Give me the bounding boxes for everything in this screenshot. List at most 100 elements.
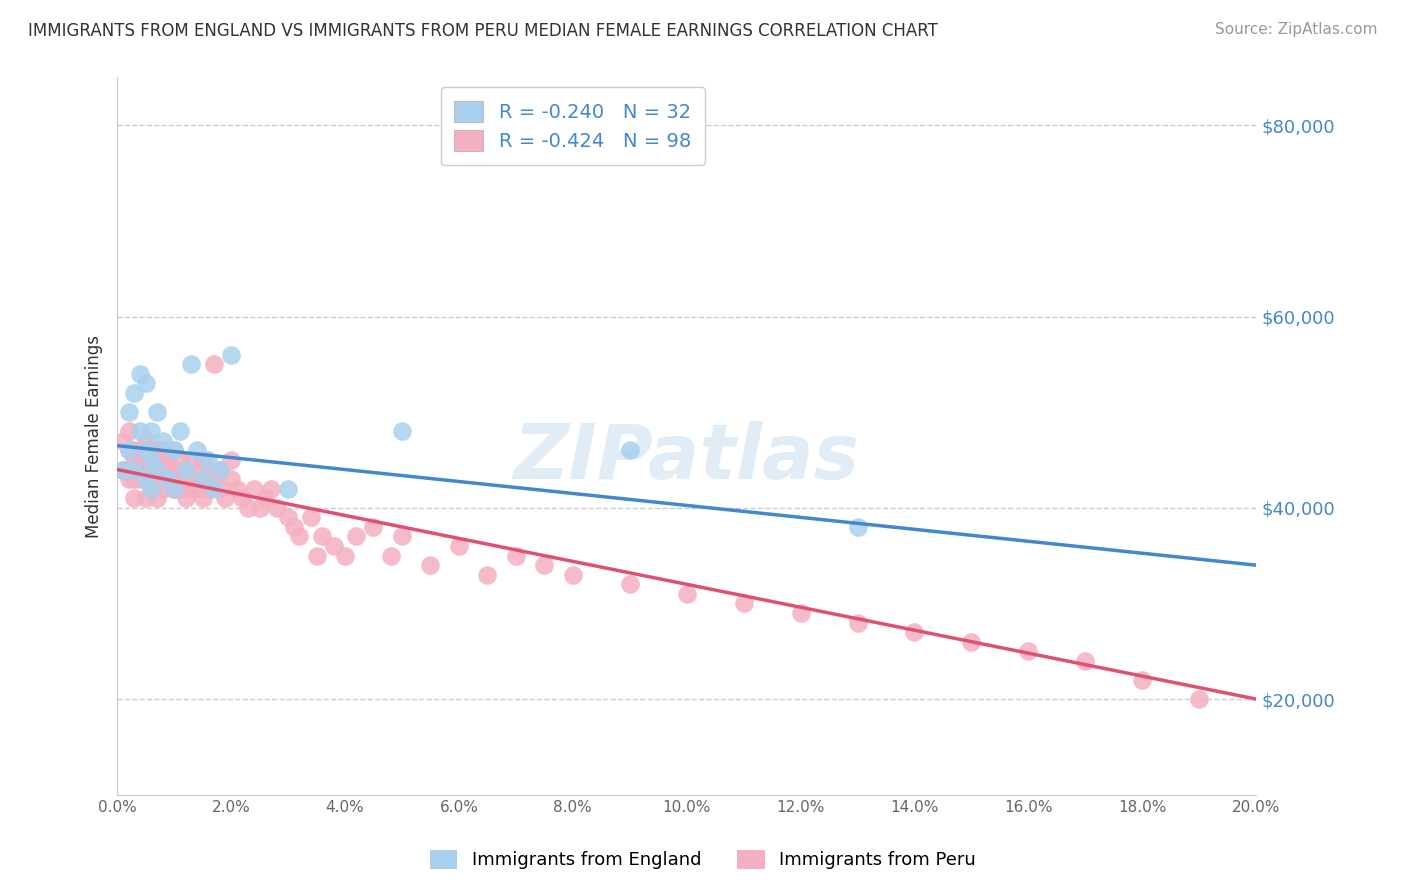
Point [283, 520, 305, 534]
Point [169, 472, 191, 486]
Point [675, 587, 697, 601]
Point [277, 482, 299, 496]
Point [299, 510, 322, 524]
Point [243, 482, 266, 496]
Point [152, 453, 174, 467]
Point [111, 434, 134, 448]
Point [163, 443, 186, 458]
Point [505, 549, 527, 563]
Point [135, 434, 157, 448]
Point [141, 453, 163, 467]
Point [231, 491, 253, 506]
Point [141, 453, 163, 467]
Point [305, 549, 328, 563]
Point [124, 491, 146, 506]
Point [174, 472, 197, 486]
Point [219, 453, 242, 467]
Point [135, 472, 157, 486]
Point [129, 425, 152, 439]
Text: IMMIGRANTS FROM ENGLAND VS IMMIGRANTS FROM PERU MEDIAN FEMALE EARNINGS CORRELATI: IMMIGRANTS FROM ENGLAND VS IMMIGRANTS FR… [28, 22, 938, 40]
Point [157, 462, 180, 476]
Point [135, 376, 157, 391]
Point [157, 472, 180, 486]
Point [146, 405, 169, 419]
Point [117, 443, 139, 458]
Point [477, 567, 499, 582]
Point [163, 482, 186, 496]
Point [129, 453, 152, 467]
Point [124, 386, 146, 401]
Point [846, 615, 869, 630]
Point [174, 462, 197, 476]
Point [960, 634, 983, 648]
Point [129, 367, 152, 381]
Point [135, 472, 157, 486]
Point [249, 500, 271, 515]
Point [238, 500, 260, 515]
Point [169, 453, 191, 467]
Point [277, 510, 299, 524]
Point [111, 462, 134, 476]
Point [157, 472, 180, 486]
Point [260, 482, 283, 496]
Point [619, 443, 641, 458]
Point [117, 425, 139, 439]
Point [288, 529, 311, 543]
Point [363, 520, 385, 534]
Point [186, 482, 208, 496]
Point [124, 462, 146, 476]
Point [419, 558, 441, 573]
Point [191, 453, 214, 467]
Text: ZIPatlas: ZIPatlas [513, 421, 859, 494]
Point [202, 472, 225, 486]
Point [169, 482, 191, 496]
Point [135, 443, 157, 458]
Point [124, 472, 146, 486]
Point [180, 453, 202, 467]
Point [533, 558, 555, 573]
Point [789, 606, 811, 620]
Point [129, 462, 152, 476]
Point [180, 357, 202, 371]
Point [447, 539, 470, 553]
Point [141, 462, 163, 476]
Point [146, 462, 169, 476]
Point [117, 405, 139, 419]
Point [1017, 644, 1039, 658]
Point [219, 472, 242, 486]
Point [146, 443, 169, 458]
Point [903, 625, 925, 640]
Point [152, 472, 174, 486]
Point [266, 500, 288, 515]
Point [380, 549, 402, 563]
Point [135, 462, 157, 476]
Point [124, 453, 146, 467]
Point [174, 462, 197, 476]
Point [169, 425, 191, 439]
Point [214, 491, 236, 506]
Legend: Immigrants from England, Immigrants from Peru: Immigrants from England, Immigrants from… [422, 841, 984, 879]
Point [146, 462, 169, 476]
Point [344, 529, 367, 543]
Point [619, 577, 641, 591]
Point [135, 491, 157, 506]
Point [174, 491, 197, 506]
Point [146, 472, 169, 486]
Point [219, 348, 242, 362]
Point [197, 482, 219, 496]
Point [141, 482, 163, 496]
Point [311, 529, 333, 543]
Text: Source: ZipAtlas.com: Source: ZipAtlas.com [1215, 22, 1378, 37]
Point [152, 482, 174, 496]
Point [191, 472, 214, 486]
Point [391, 529, 413, 543]
Point [163, 472, 186, 486]
Point [135, 443, 157, 458]
Point [733, 596, 755, 610]
Point [846, 520, 869, 534]
Point [186, 443, 208, 458]
Point [157, 453, 180, 467]
Point [322, 539, 344, 553]
Point [124, 443, 146, 458]
Point [129, 443, 152, 458]
